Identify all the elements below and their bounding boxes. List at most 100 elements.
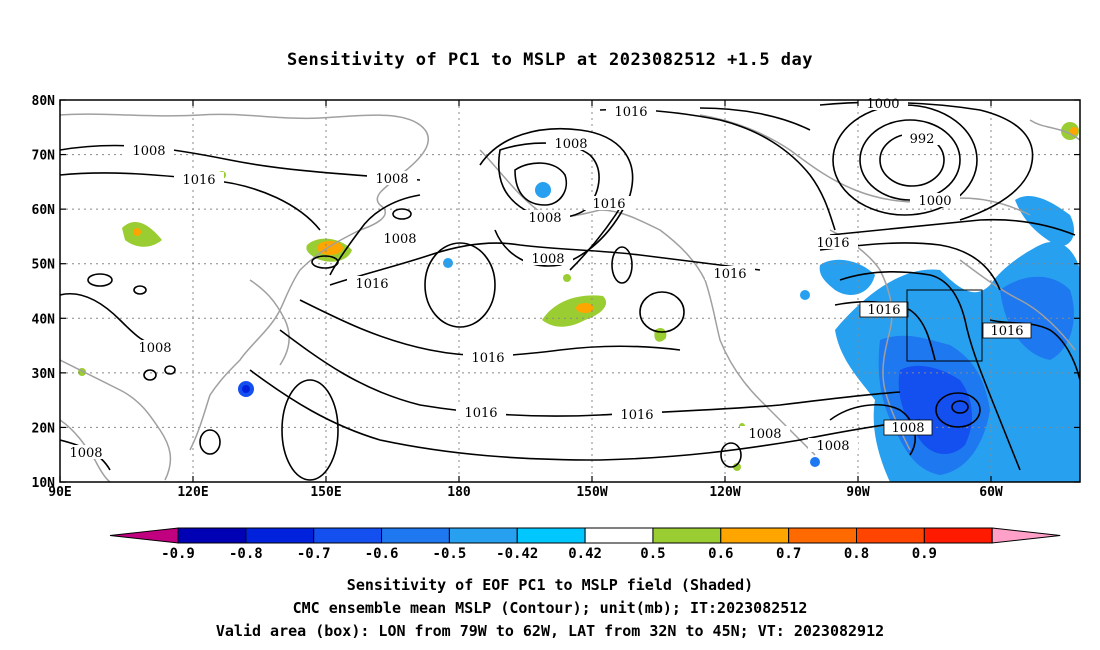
contour-label: 1000 xyxy=(858,96,908,112)
lon-tick-label: 180 xyxy=(447,485,471,500)
svg-text:1016: 1016 xyxy=(614,105,647,120)
lon-tick-label: 120E xyxy=(177,485,208,500)
svg-text:1016: 1016 xyxy=(182,173,215,188)
contour-label: 1000 xyxy=(910,193,960,209)
contour-label: 1008 xyxy=(520,210,570,226)
caption-valid-area: Valid area (box): LON from 79W to 62W, L… xyxy=(215,622,885,640)
lat-tick-label: 40N xyxy=(32,312,56,327)
contour-label: 1016 xyxy=(859,301,909,318)
colorbar-label: 0.5 xyxy=(640,546,665,562)
svg-text:1016: 1016 xyxy=(471,351,504,366)
positive-shade-core xyxy=(576,303,594,313)
colorbar-swatch xyxy=(584,527,654,544)
colorbar-label: 0.9 xyxy=(912,546,937,562)
contour-label: 1016 xyxy=(584,196,634,212)
map-axes: 90E 120E 150E 180 150W 120W 90W 60W 80N 70N 60N 50N… xyxy=(32,94,1080,500)
contour-label: 1008 xyxy=(367,171,417,187)
lat-tick-label: 30N xyxy=(32,367,56,382)
lon-tick-label: 90E xyxy=(48,485,71,500)
colorbar-label: -0.8 xyxy=(229,546,263,562)
lon-tick-label: 120W xyxy=(709,485,740,500)
contour-label: 1008 xyxy=(883,419,933,436)
lon-tick-label: 90W xyxy=(846,485,870,500)
contour-label: 1008 xyxy=(808,438,858,454)
negative-spot xyxy=(443,258,453,268)
contour-label: 1016 xyxy=(612,407,662,423)
lat-tick-label: 60N xyxy=(32,203,56,218)
contour-label: 1008 xyxy=(740,426,790,442)
contour-label: 1008 xyxy=(62,445,112,461)
svg-text:1016: 1016 xyxy=(592,197,625,212)
contour-label: 1008 xyxy=(124,143,174,159)
colorbar-swatch xyxy=(652,527,722,544)
negative-spot xyxy=(800,290,810,300)
colorbar-swatch xyxy=(448,527,518,544)
lon-tick-label: 60W xyxy=(979,485,1003,500)
colorbar-swatch xyxy=(313,527,383,544)
svg-text:1008: 1008 xyxy=(816,439,849,454)
colorbar-swatch xyxy=(177,527,247,544)
contour-label: 1008 xyxy=(130,340,180,356)
svg-text:1000: 1000 xyxy=(918,194,951,209)
svg-text:1008: 1008 xyxy=(69,446,102,461)
lat-tick-label: 80N xyxy=(32,94,56,109)
colorbar-swatch xyxy=(381,527,450,544)
negative-spot xyxy=(535,182,551,198)
positive-shade xyxy=(122,221,162,247)
colorbar-label: 0.42 xyxy=(568,546,602,562)
svg-text:1016: 1016 xyxy=(990,324,1023,339)
positive-spot xyxy=(563,274,571,282)
caption-shading: Sensitivity of EOF PC1 to MSLP field (Sh… xyxy=(346,576,754,594)
contour-label: 992 xyxy=(902,131,942,147)
contour-label: 1016 xyxy=(0,0,17,4)
colorbar-triangle-high xyxy=(991,527,1061,544)
colorbar-label: 0.7 xyxy=(776,546,801,562)
contour-label: 1016 xyxy=(705,266,755,282)
contour-labels: 1016 1008 1000 992 1008 1016 1008 1016 1… xyxy=(0,0,1032,461)
contour-label: 1008 xyxy=(546,136,596,152)
svg-text:1016: 1016 xyxy=(816,236,849,251)
colorbar-swatch xyxy=(516,527,586,544)
svg-text:1008: 1008 xyxy=(531,252,564,267)
colorbar: -0.9 -0.8 -0.7 -0.6 -0.5 -0.42 0.42 0.5 0.6 0.7 0.… xyxy=(109,527,1061,562)
positive-shade xyxy=(654,327,667,342)
colorbar-swatch xyxy=(788,527,858,544)
chart-title: Sensitivity of PC1 to MSLP at 2023082512… xyxy=(286,50,813,70)
colorbar-triangle-low xyxy=(109,527,179,544)
contour-label: 1008 xyxy=(375,231,425,247)
colorbar-swatch xyxy=(720,527,790,544)
svg-text:1008: 1008 xyxy=(891,421,924,436)
negative-shade-east2 xyxy=(1000,276,1074,360)
contour-label: 1016 xyxy=(982,322,1032,339)
positive-spot xyxy=(1070,127,1078,135)
svg-text:1008: 1008 xyxy=(138,341,171,356)
svg-text:1016: 1016 xyxy=(620,408,653,423)
svg-text:1016: 1016 xyxy=(867,303,900,318)
contour-label: 1016 xyxy=(174,172,224,188)
colorbar-label: -0.5 xyxy=(433,546,467,562)
svg-text:992: 992 xyxy=(910,132,935,147)
colorbar-swatch xyxy=(245,527,315,544)
lat-tick-label: 50N xyxy=(32,258,56,273)
colorbar-swatch xyxy=(923,527,993,544)
contour-label: 1016 xyxy=(808,235,858,251)
mslp-contours xyxy=(60,101,1080,481)
colorbar-label: -0.9 xyxy=(161,546,195,562)
map-frame xyxy=(59,99,1081,483)
colorbar-swatch xyxy=(856,527,925,544)
contour-label: 1016 xyxy=(463,350,513,366)
lat-tick-label: 10N xyxy=(32,476,56,491)
svg-text:1016: 1016 xyxy=(464,406,497,421)
svg-text:1008: 1008 xyxy=(748,427,781,442)
positive-shade-core xyxy=(317,241,343,255)
positive-spot xyxy=(133,228,141,236)
svg-text:1008: 1008 xyxy=(132,144,165,159)
svg-text:1008: 1008 xyxy=(554,137,587,152)
colorbar-label: -0.6 xyxy=(365,546,399,562)
negative-spot xyxy=(242,385,250,393)
caption-contour: CMC ensemble mean MSLP (Contour); unit(m… xyxy=(292,599,808,617)
colorbar-label: -0.42 xyxy=(496,546,538,562)
lon-tick-label: 150E xyxy=(310,485,341,500)
contour-label: 1008 xyxy=(523,251,573,267)
